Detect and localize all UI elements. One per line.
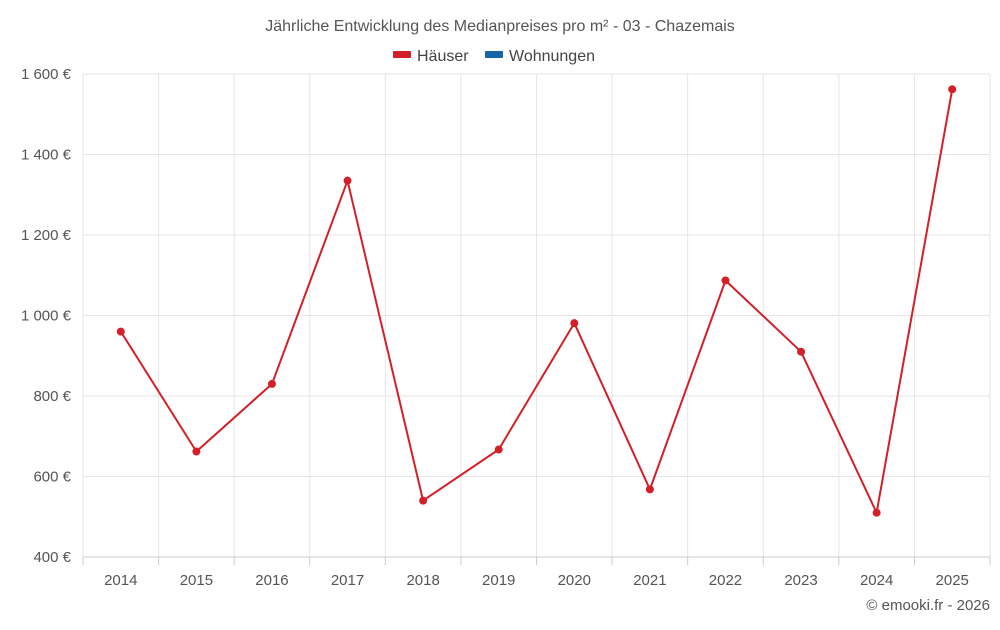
x-tick-label: 2024 — [860, 572, 893, 589]
data-point[interactable] — [494, 445, 503, 454]
x-tick-label: 2017 — [331, 572, 364, 589]
legend-item-haeuser[interactable]: Häuser — [393, 48, 469, 65]
credit-text: © emooki.fr - 2026 — [866, 597, 990, 614]
x-tick-label: 2019 — [482, 572, 515, 589]
x-tick-label: 2022 — [709, 572, 742, 589]
legend-label-haeuser: Häuser — [417, 48, 469, 65]
data-point[interactable] — [872, 508, 881, 517]
y-tick-label: 1 000 € — [21, 308, 72, 325]
data-point[interactable] — [721, 276, 730, 285]
legend-label-wohnungen: Wohnungen — [509, 48, 595, 65]
y-tick-label: 1 200 € — [21, 227, 72, 244]
data-point[interactable] — [343, 176, 352, 185]
x-axis-ticks: 2014 2015 2016 2017 2018 2019 2020 2021 2022 2023… — [82, 557, 991, 589]
data-point[interactable] — [797, 347, 806, 356]
legend-item-wohnungen[interactable]: Wohnungen — [485, 48, 595, 65]
y-axis-ticks: 400 € 600 € 800 € 1 000 € 1 200 € 1 400 € 1 60… — [21, 66, 72, 566]
x-tick-label: 2015 — [180, 572, 213, 589]
legend: Häuser Wohnungen — [393, 48, 595, 65]
legend-swatch-wohnungen — [485, 51, 503, 58]
x-tick-label: 2023 — [784, 572, 817, 589]
data-point[interactable] — [267, 379, 276, 388]
y-tick-label: 400 € — [33, 549, 71, 566]
data-point[interactable] — [116, 327, 125, 336]
grid — [82, 73, 991, 557]
data-point[interactable] — [192, 447, 201, 456]
data-point[interactable] — [419, 496, 428, 505]
x-tick-label: 2020 — [558, 572, 591, 589]
y-tick-label: 600 € — [33, 469, 71, 486]
chart-title: Jährliche Entwicklung des Medianpreises … — [265, 18, 735, 35]
legend-swatch-haeuser — [393, 51, 411, 58]
x-tick-label: 2021 — [633, 572, 666, 589]
data-point[interactable] — [645, 485, 654, 494]
y-tick-label: 1 400 € — [21, 147, 72, 164]
data-point[interactable] — [570, 319, 579, 328]
series-haeuser — [116, 85, 957, 517]
x-tick-label: 2016 — [255, 572, 288, 589]
y-tick-label: 1 600 € — [21, 66, 72, 83]
series-line — [119, 89, 954, 514]
x-tick-label: 2025 — [936, 572, 969, 589]
x-tick-label: 2018 — [406, 572, 439, 589]
y-tick-label: 800 € — [33, 388, 71, 405]
x-tick-label: 2014 — [104, 572, 137, 589]
data-point[interactable] — [948, 85, 957, 94]
